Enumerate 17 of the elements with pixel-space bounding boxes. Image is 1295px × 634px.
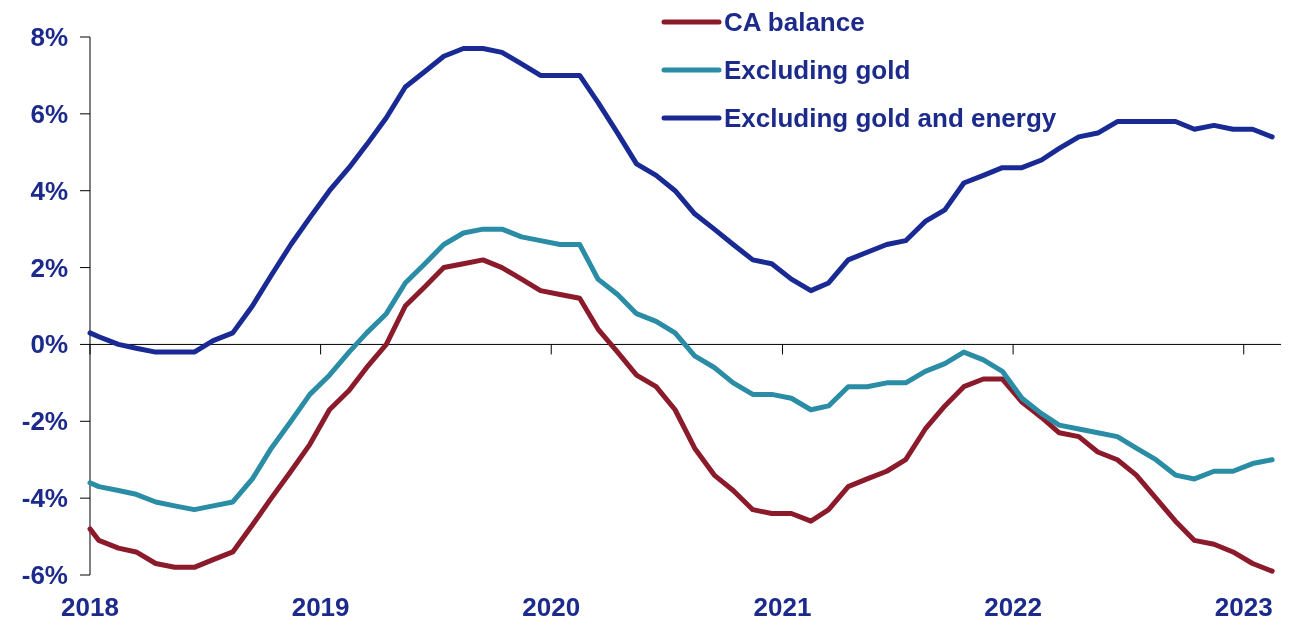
- x-tick-label: 2023: [1214, 592, 1273, 622]
- y-tick-label: 2%: [30, 252, 68, 283]
- x-tick-label: 2019: [291, 592, 350, 622]
- x-tick-label: 2020: [522, 592, 581, 622]
- y-tick-label: 4%: [30, 175, 68, 206]
- x-tick-label: 2018: [61, 592, 119, 622]
- y-tick-label: -2%: [21, 406, 68, 437]
- y-tick-label: 8%: [30, 22, 68, 52]
- x-tick-label: 2021: [753, 592, 812, 622]
- legend-label: CA balance: [724, 7, 865, 37]
- y-tick-label: -4%: [21, 483, 68, 514]
- y-tick-label: -6%: [21, 560, 68, 590]
- x-tick-label: 2022: [984, 592, 1043, 622]
- y-tick-label: 6%: [30, 98, 68, 129]
- y-tick-label: 0%: [30, 329, 68, 360]
- legend-label: Excluding gold: [724, 55, 911, 85]
- legend-label: Excluding gold and energy: [724, 103, 1057, 133]
